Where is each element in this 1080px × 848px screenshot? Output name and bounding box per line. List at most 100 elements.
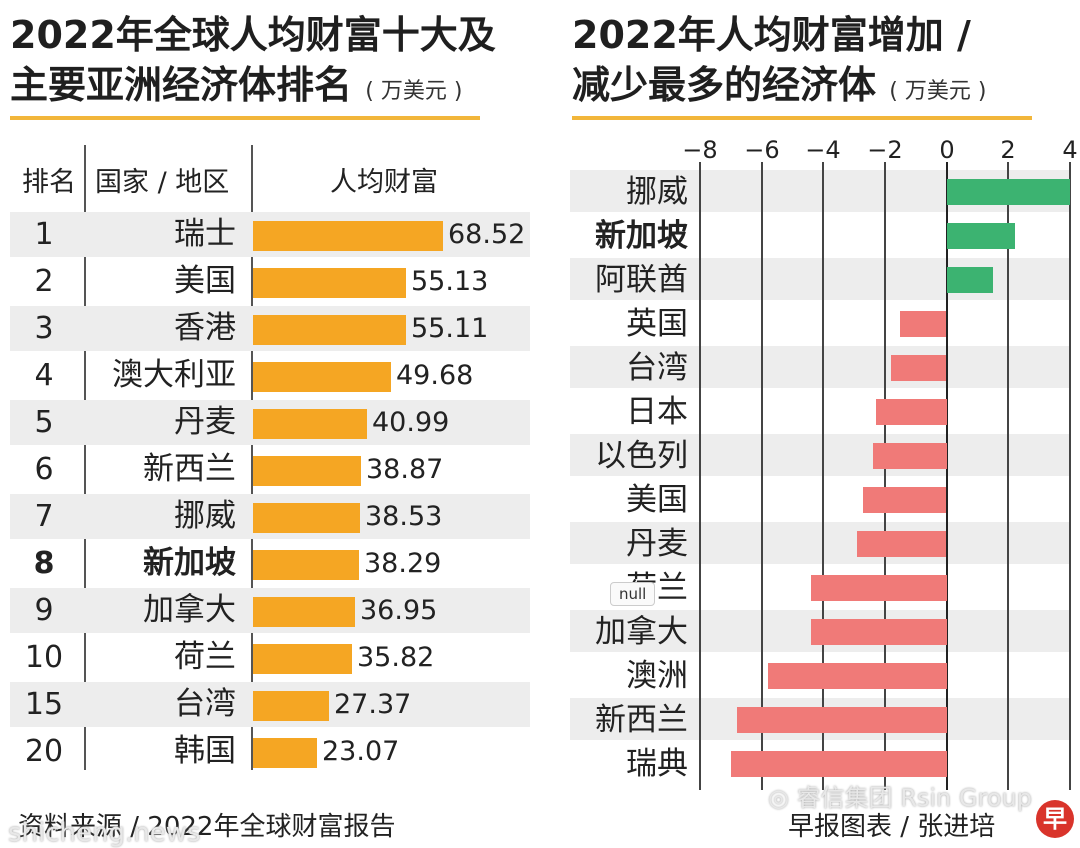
chart-row-bg [570,346,1070,388]
rank-cell: 15 [24,687,64,722]
wealth-ranking-table: 排名 国家 / 地区 人均财富 1 瑞士 68.52 2 美国 55.13 3 香港 55.11… [10,145,530,770]
rank-cell: 20 [24,734,64,769]
watermark-right-text: 睿信集团 Rsin Group [796,784,1032,812]
watermark-right: ◎ 睿信集团 Rsin Group [768,778,1032,813]
gridline [884,162,886,790]
region-cell: 香港 [174,310,236,346]
economy-label: 瑞典 [626,746,688,782]
x-tick-label: 0 [939,136,955,164]
gridline [822,162,824,790]
economy-label: 挪威 [626,174,688,210]
change-bar [900,311,946,337]
economy-label: 日本 [626,394,688,430]
rank-cell: 4 [34,358,54,393]
wealth-value-label: 38.87 [366,454,444,485]
change-bar [863,487,946,513]
rank-cell: 6 [34,452,54,487]
region-cell: 荷兰 [174,639,236,675]
wealth-bar [253,550,359,580]
wealth-bar [253,644,352,674]
economy-label: 美国 [626,482,688,518]
chart-row-bg [570,522,1070,564]
gridline [1007,162,1009,790]
gridline [699,162,701,790]
left-title-line1: 2022年全球人均财富十大及 [10,13,496,57]
right-unit: ( 万美元 ) [889,79,987,104]
rank-cell: 3 [34,311,54,346]
wealth-value-label: 35.82 [357,642,435,673]
region-cell: 新西兰 [143,451,236,487]
rank-cell: 10 [24,640,64,675]
change-bar [947,267,993,293]
region-cell: 丹麦 [174,404,236,440]
x-tick-label: −2 [867,136,903,164]
left-title-line2: 主要亚洲经济体排名 ( 万美元 ) [10,62,462,115]
credit-note: 早报图表 / 张进培 [788,812,996,842]
wealth-value-label: 55.11 [411,313,489,344]
economy-label: 阿联酋 [595,262,688,298]
left-title-rule [10,116,480,120]
region-cell: 加拿大 [143,592,236,628]
region-cell: 挪威 [174,498,236,534]
change-bar [876,399,947,425]
divider-region-wealth [251,145,253,770]
wealth-value-label: 40.99 [372,407,450,438]
change-bar [731,751,947,777]
region-cell: 瑞士 [174,216,236,252]
right-title-line1: 2022年人均财富增加 / [572,13,971,57]
economy-label: 台湾 [626,350,688,386]
change-bar [811,575,947,601]
wealth-value-label: 38.29 [364,548,442,579]
economy-label: 英国 [626,306,688,342]
wealth-value-label: 23.07 [322,736,400,767]
change-bar [947,223,1015,249]
gridline [761,162,763,790]
rank-cell: 8 [33,546,55,581]
right-title-rule [572,116,1032,120]
right-title-line2: 减少最多的经济体 ( 万美元 ) [572,62,986,115]
wealth-bar [253,315,406,345]
economy-label: 新西兰 [595,702,688,738]
region-cell: 澳大利亚 [112,357,236,393]
wealth-bar [253,409,367,439]
wealth-bar [253,456,361,486]
change-bar [737,707,947,733]
change-bar [768,663,947,689]
wealth-bar [253,362,391,392]
change-bar [857,531,946,557]
chart-row-bg [570,434,1070,476]
wealth-bar [253,268,406,298]
wealth-value-label: 68.52 [448,219,526,250]
x-tick-label: −8 [682,136,718,164]
wealth-bar [253,691,329,721]
rank-cell: 5 [34,405,54,440]
wechat-icon: ◎ [768,784,797,812]
change-bar [811,619,947,645]
watermark-left: shicheng.news [8,818,201,848]
region-cell: 新加坡 [143,545,236,581]
right-title-text: 减少最多的经济体 [572,63,877,107]
wealth-bar [253,597,355,627]
economy-label: 新加坡 [595,218,688,254]
header-rank: 排名 [22,167,76,198]
header-wealth: 人均财富 [330,167,438,198]
region-cell: 台湾 [174,686,236,722]
region-cell: 韩国 [174,733,236,769]
economy-label: 丹麦 [626,526,688,562]
wealth-value-label: 27.37 [334,689,412,720]
wealth-value-label: 55.13 [411,266,489,297]
x-tick-label: 2 [1000,136,1016,164]
header-region: 国家 / 地区 [95,167,230,198]
zaobao-logo-icon: 早 [1036,800,1074,838]
null-tooltip: null [610,582,656,606]
x-tick-label: −4 [805,136,841,164]
wealth-bar [253,503,360,533]
left-title-text: 主要亚洲经济体排名 [10,63,353,107]
economy-label: 以色列 [595,438,688,474]
divider-rank-region [84,145,86,770]
change-bar [947,179,1070,205]
wealth-bar [253,738,317,768]
x-tick-label: 4 [1062,136,1078,164]
left-unit: ( 万美元 ) [365,79,463,104]
